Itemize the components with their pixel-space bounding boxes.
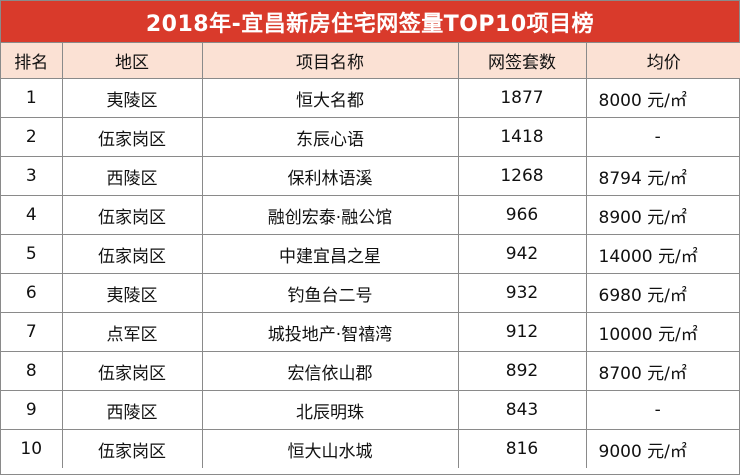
price-cell: 8000 元/㎡ bbox=[585, 78, 740, 118]
project-cell: 恒大名都 bbox=[201, 78, 459, 118]
rank-cell: 5 bbox=[1, 234, 63, 274]
district-cell: 夷陵区 bbox=[61, 273, 203, 313]
price-empty: - bbox=[654, 127, 661, 147]
price-cell: 9000 元/㎡ bbox=[585, 429, 740, 468]
table-row: 7 点军区 城投地产·智禧湾 912 10000 元/㎡ bbox=[1, 312, 740, 352]
header-row: 排名 地区 项目名称 网签套数 均价 bbox=[1, 43, 740, 79]
district-cell: 伍家岗区 bbox=[61, 234, 203, 274]
rank-cell: 2 bbox=[1, 117, 63, 157]
rank-cell: 10 bbox=[1, 429, 63, 468]
header-rank: 排名 bbox=[1, 43, 63, 79]
header-signed: 网签套数 bbox=[457, 43, 587, 79]
signed-count-cell: 966 bbox=[457, 195, 587, 235]
project-cell: 恒大山水城 bbox=[201, 429, 459, 468]
district-cell: 伍家岗区 bbox=[61, 351, 203, 391]
header-district: 地区 bbox=[61, 43, 203, 79]
table-row: 4 伍家岗区 融创宏泰·融公馆 966 8900 元/㎡ bbox=[1, 195, 740, 235]
project-cell: 钓鱼台二号 bbox=[201, 273, 459, 313]
signed-count-cell: 843 bbox=[457, 390, 587, 430]
price-cell: - bbox=[585, 390, 740, 430]
header-project: 项目名称 bbox=[201, 43, 459, 79]
price-empty: - bbox=[654, 400, 661, 420]
price-cell: - bbox=[585, 117, 740, 157]
table-title: 2018年-宜昌新房住宅网签量TOP10项目榜 bbox=[1, 1, 739, 43]
table-row: 2 伍家岗区 东辰心语 1418 - bbox=[1, 117, 740, 157]
table-row: 5 伍家岗区 中建宜昌之星 942 14000 元/㎡ bbox=[1, 234, 740, 274]
table-row: 1 夷陵区 恒大名都 1877 8000 元/㎡ bbox=[1, 78, 740, 118]
signed-count-cell: 892 bbox=[457, 351, 587, 391]
district-cell: 西陵区 bbox=[61, 156, 203, 196]
rank-cell: 9 bbox=[1, 390, 63, 430]
price-cell: 6980 元/㎡ bbox=[585, 273, 740, 313]
price-cell: 10000 元/㎡ bbox=[585, 312, 740, 352]
rank-cell: 4 bbox=[1, 195, 63, 235]
district-cell: 点军区 bbox=[61, 312, 203, 352]
rank-cell: 3 bbox=[1, 156, 63, 196]
project-cell: 北辰明珠 bbox=[201, 390, 459, 430]
table-row: 10 伍家岗区 恒大山水城 816 9000 元/㎡ bbox=[1, 429, 740, 468]
header-price: 均价 bbox=[585, 43, 740, 79]
rank-cell: 7 bbox=[1, 312, 63, 352]
rank-cell: 6 bbox=[1, 273, 63, 313]
signed-count-cell: 1268 bbox=[457, 156, 587, 196]
table-row: 9 西陵区 北辰明珠 843 - bbox=[1, 390, 740, 430]
district-cell: 伍家岗区 bbox=[61, 429, 203, 468]
signed-count-cell: 932 bbox=[457, 273, 587, 313]
rank-cell: 1 bbox=[1, 78, 63, 118]
district-cell: 伍家岗区 bbox=[61, 117, 203, 157]
rank-cell: 8 bbox=[1, 351, 63, 391]
signed-count-cell: 912 bbox=[457, 312, 587, 352]
project-cell: 宏信依山郡 bbox=[201, 351, 459, 391]
price-cell: 8794 元/㎡ bbox=[585, 156, 740, 196]
signed-count-cell: 1877 bbox=[457, 78, 587, 118]
price-cell: 8700 元/㎡ bbox=[585, 351, 740, 391]
ranking-table: 排名 地区 项目名称 网签套数 均价 1 夷陵区 恒大名都 1877 8000 元/㎡ 2… bbox=[1, 43, 740, 468]
signed-count-cell: 1418 bbox=[457, 117, 587, 157]
project-cell: 融创宏泰·融公馆 bbox=[201, 195, 459, 235]
signed-count-cell: 942 bbox=[457, 234, 587, 274]
table-row: 8 伍家岗区 宏信依山郡 892 8700 元/㎡ bbox=[1, 351, 740, 391]
project-cell: 城投地产·智禧湾 bbox=[201, 312, 459, 352]
table-row: 6 夷陵区 钓鱼台二号 932 6980 元/㎡ bbox=[1, 273, 740, 313]
district-cell: 夷陵区 bbox=[61, 78, 203, 118]
price-cell: 14000 元/㎡ bbox=[585, 234, 740, 274]
project-cell: 保利林语溪 bbox=[201, 156, 459, 196]
price-cell: 8900 元/㎡ bbox=[585, 195, 740, 235]
table-row: 3 西陵区 保利林语溪 1268 8794 元/㎡ bbox=[1, 156, 740, 196]
project-cell: 东辰心语 bbox=[201, 117, 459, 157]
project-cell: 中建宜昌之星 bbox=[201, 234, 459, 274]
district-cell: 西陵区 bbox=[61, 390, 203, 430]
signed-count-cell: 816 bbox=[457, 429, 587, 468]
district-cell: 伍家岗区 bbox=[61, 195, 203, 235]
